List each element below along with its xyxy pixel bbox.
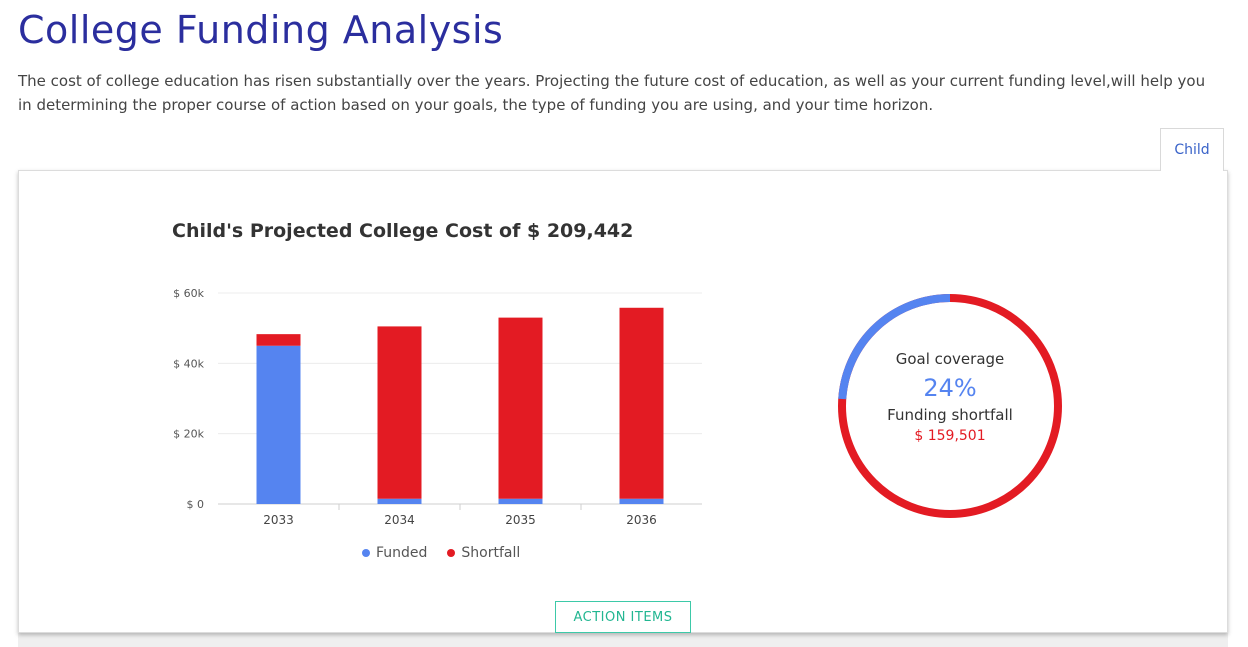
- goal-coverage-percent: 24%: [923, 374, 977, 402]
- y-tick-label: $ 40k: [173, 357, 204, 370]
- y-tick-label: $ 60k: [173, 287, 204, 300]
- bar-funded-2035[interactable]: [498, 498, 543, 504]
- x-tick-label: 2033: [263, 513, 294, 527]
- y-tick-label: $ 20k: [173, 428, 204, 441]
- projected-cost-bar-chart: $ 0 $ 20k $ 40k $ 60k 2033 2034 2035 2036: [173, 287, 702, 527]
- y-tick-label: $ 0: [187, 498, 205, 511]
- bar-funded-2036[interactable]: [619, 498, 664, 504]
- tab-child[interactable]: Child: [1160, 128, 1224, 171]
- footer-strip: [18, 633, 1228, 647]
- goal-summary: Goal coverage 24% Funding shortfall $ 15…: [850, 350, 1050, 444]
- x-tick-label: 2034: [384, 513, 415, 527]
- x-tick-label: 2035: [505, 513, 536, 527]
- bar-shortfall-2034[interactable]: [377, 326, 422, 499]
- chart-title: Child's Projected College Cost of $ 209,…: [172, 220, 634, 242]
- bar-funded-2033[interactable]: [256, 345, 301, 504]
- bar-shortfall-2033[interactable]: [256, 334, 301, 346]
- legend-item-shortfall[interactable]: Shortfall: [447, 545, 520, 561]
- legend-label-shortfall: Shortfall: [461, 545, 521, 561]
- chart-legend: Funded Shortfall: [362, 545, 520, 561]
- bar-shortfall-2036[interactable]: [619, 307, 664, 499]
- funding-shortfall-label: Funding shortfall: [887, 406, 1013, 424]
- action-items-button[interactable]: ACTION ITEMS: [555, 601, 691, 633]
- x-tick-label: 2036: [626, 513, 657, 527]
- bar-shortfall-2035[interactable]: [498, 317, 543, 499]
- legend-dot-funded: [362, 549, 370, 557]
- goal-coverage-label: Goal coverage: [895, 350, 1005, 368]
- goal-coverage-donut: [838, 294, 1062, 518]
- funding-shortfall-value: $ 159,501: [914, 428, 986, 444]
- legend-label-funded: Funded: [376, 545, 428, 561]
- bar-funded-2034[interactable]: [377, 498, 422, 504]
- legend-dot-shortfall: [447, 549, 456, 557]
- page-title: College Funding Analysis: [18, 8, 504, 52]
- legend-item-funded[interactable]: Funded: [362, 545, 427, 561]
- intro-text: The cost of college education has risen …: [18, 72, 1206, 114]
- donut-funded-arc: [838, 294, 1062, 518]
